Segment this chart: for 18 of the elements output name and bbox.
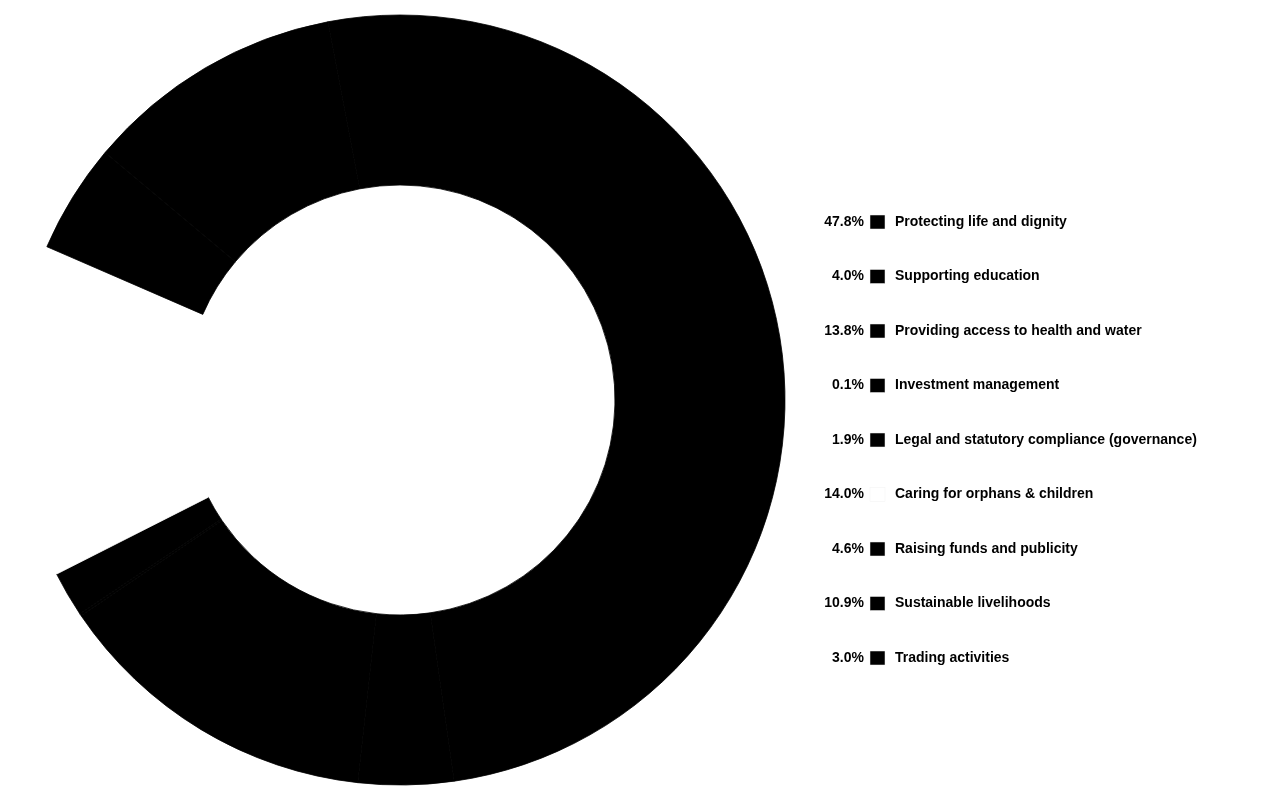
legend-label: Sustainable livelihoods	[895, 594, 1051, 611]
data-label: 10.9%	[824, 594, 865, 611]
legend-label: Trading activities	[895, 648, 1010, 665]
legend-label: Supporting education	[895, 267, 1040, 284]
legend-label: Protecting life and dignity	[895, 212, 1068, 229]
legend-label: Investment management	[895, 376, 1060, 393]
data-label: 47.8%	[824, 212, 865, 229]
data-label: 14.0%	[824, 485, 865, 502]
data-label: 1.9%	[832, 430, 865, 447]
data-label: 0.1%	[832, 376, 865, 393]
data-label: 13.8%	[824, 321, 865, 338]
data-label: 4.0%	[832, 267, 865, 284]
legend-label: Providing access to health and water	[895, 321, 1143, 338]
legend-label: Raising funds and publicity	[895, 539, 1078, 556]
legend-label: Caring for orphans & children	[895, 485, 1094, 502]
data-label: 4.6%	[832, 539, 865, 556]
legend-label: Legal and statutory compliance (governance)	[895, 430, 1197, 447]
data-label: 3.0%	[832, 648, 865, 665]
